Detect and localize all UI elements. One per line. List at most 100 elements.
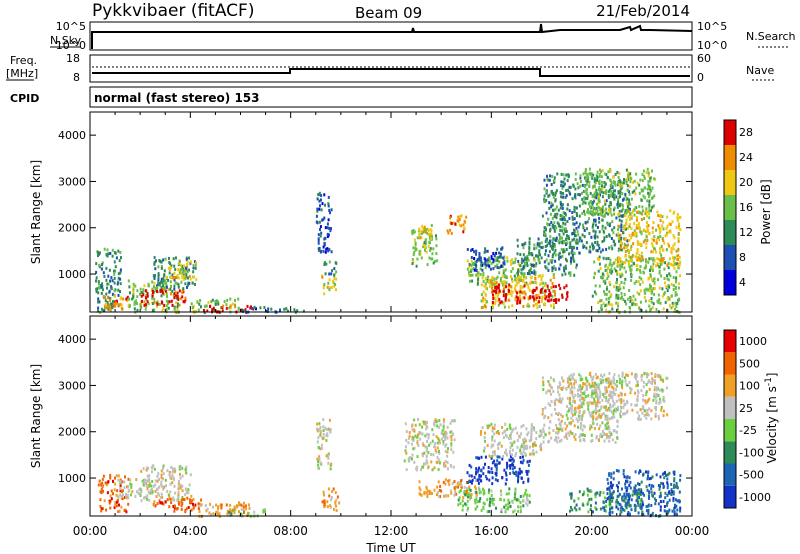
- data-cell: [635, 218, 638, 222]
- data-cell: [554, 259, 557, 263]
- data-cell: [470, 465, 473, 469]
- data-cell: [117, 303, 120, 307]
- data-cell: [561, 225, 564, 229]
- data-cell: [528, 245, 531, 249]
- data-cell: [627, 510, 630, 514]
- data-cell: [624, 486, 627, 489]
- data-cell: [587, 489, 590, 493]
- data-cell: [648, 304, 651, 308]
- data-cell: [551, 266, 554, 270]
- data-cell: [112, 302, 115, 306]
- data-cell: [424, 434, 427, 438]
- data-cell: [462, 504, 464, 508]
- data-cell: [531, 452, 533, 456]
- data-cell: [666, 493, 669, 497]
- data-cell: [621, 487, 623, 491]
- data-cell: [335, 270, 338, 274]
- data-cell: [553, 399, 556, 403]
- data-cell: [209, 304, 212, 308]
- data-cell: [436, 446, 439, 450]
- data-cell: [632, 489, 635, 493]
- data-cell: [476, 478, 479, 482]
- data-cell: [526, 503, 529, 507]
- data-cell: [469, 488, 472, 492]
- data-cell: [499, 498, 502, 502]
- data-cell: [214, 300, 217, 304]
- data-cell: [663, 399, 666, 403]
- data-cell: [166, 275, 168, 279]
- data-cell: [657, 236, 660, 239]
- data-cell: [433, 422, 436, 426]
- data-cell: [615, 293, 618, 297]
- data-cell: [620, 246, 623, 250]
- data-cell: [677, 286, 680, 290]
- data-cell: [429, 441, 432, 445]
- data-cell: [177, 485, 180, 489]
- data-cell: [233, 505, 236, 509]
- data-cell: [405, 430, 408, 434]
- data-cell: [570, 492, 573, 496]
- data-cell: [523, 441, 526, 444]
- data-cell: [611, 247, 614, 251]
- data-cell: [583, 398, 586, 402]
- data-cell: [659, 213, 662, 217]
- data-cell: [172, 505, 175, 508]
- data-cell: [119, 251, 122, 254]
- data-cell: [672, 234, 675, 237]
- data-cell: [595, 376, 598, 380]
- data-cell: [519, 285, 522, 288]
- data-cell: [140, 306, 143, 310]
- data-cell: [181, 489, 184, 493]
- data-cell: [594, 373, 597, 376]
- data-cell: [633, 208, 636, 212]
- data-cell: [239, 503, 242, 507]
- data-cell: [322, 425, 325, 429]
- data-cell: [466, 471, 469, 475]
- data-cell: [600, 306, 603, 310]
- data-cell: [653, 177, 656, 181]
- data-cell: [555, 412, 557, 415]
- data-cell: [438, 425, 441, 429]
- data-cell: [120, 494, 123, 498]
- data-cell: [445, 432, 448, 436]
- data-cell: [101, 477, 104, 481]
- data-cell: [599, 212, 601, 216]
- data-cell: [658, 487, 661, 491]
- data-cell: [549, 403, 552, 407]
- data-cell: [516, 301, 519, 305]
- data-cell: [669, 230, 672, 234]
- date-title: 21/Feb/2014: [596, 2, 690, 20]
- data-cell: [544, 302, 546, 306]
- data-cell: [677, 226, 680, 230]
- data-cell: [606, 477, 609, 481]
- data-cell: [651, 237, 654, 241]
- data-cell: [153, 308, 156, 312]
- data-cell: [607, 223, 609, 227]
- data-cell: [510, 270, 513, 273]
- data-cell: [481, 263, 484, 267]
- data-cell: [531, 442, 534, 446]
- data-cell: [638, 204, 641, 208]
- data-cell: [327, 461, 330, 465]
- data-cell: [605, 247, 608, 251]
- data-cell: [653, 247, 656, 251]
- data-cell: [538, 434, 541, 438]
- data-cell: [489, 279, 492, 283]
- data-cell: [628, 207, 631, 211]
- data-cell: [620, 219, 623, 223]
- data-cell: [234, 303, 236, 307]
- data-cell: [181, 474, 184, 478]
- data-cell: [156, 289, 158, 293]
- data-cell: [607, 257, 610, 260]
- data-cell: [192, 505, 195, 509]
- data-cell: [423, 490, 426, 494]
- data-cell: [591, 242, 594, 246]
- data-cell: [497, 256, 500, 259]
- data-cell: [319, 225, 322, 229]
- data-cell: [651, 205, 654, 209]
- data-cell: [674, 287, 677, 290]
- data-cell: [495, 256, 498, 260]
- data-cell: [543, 178, 546, 182]
- data-cell: [544, 289, 547, 293]
